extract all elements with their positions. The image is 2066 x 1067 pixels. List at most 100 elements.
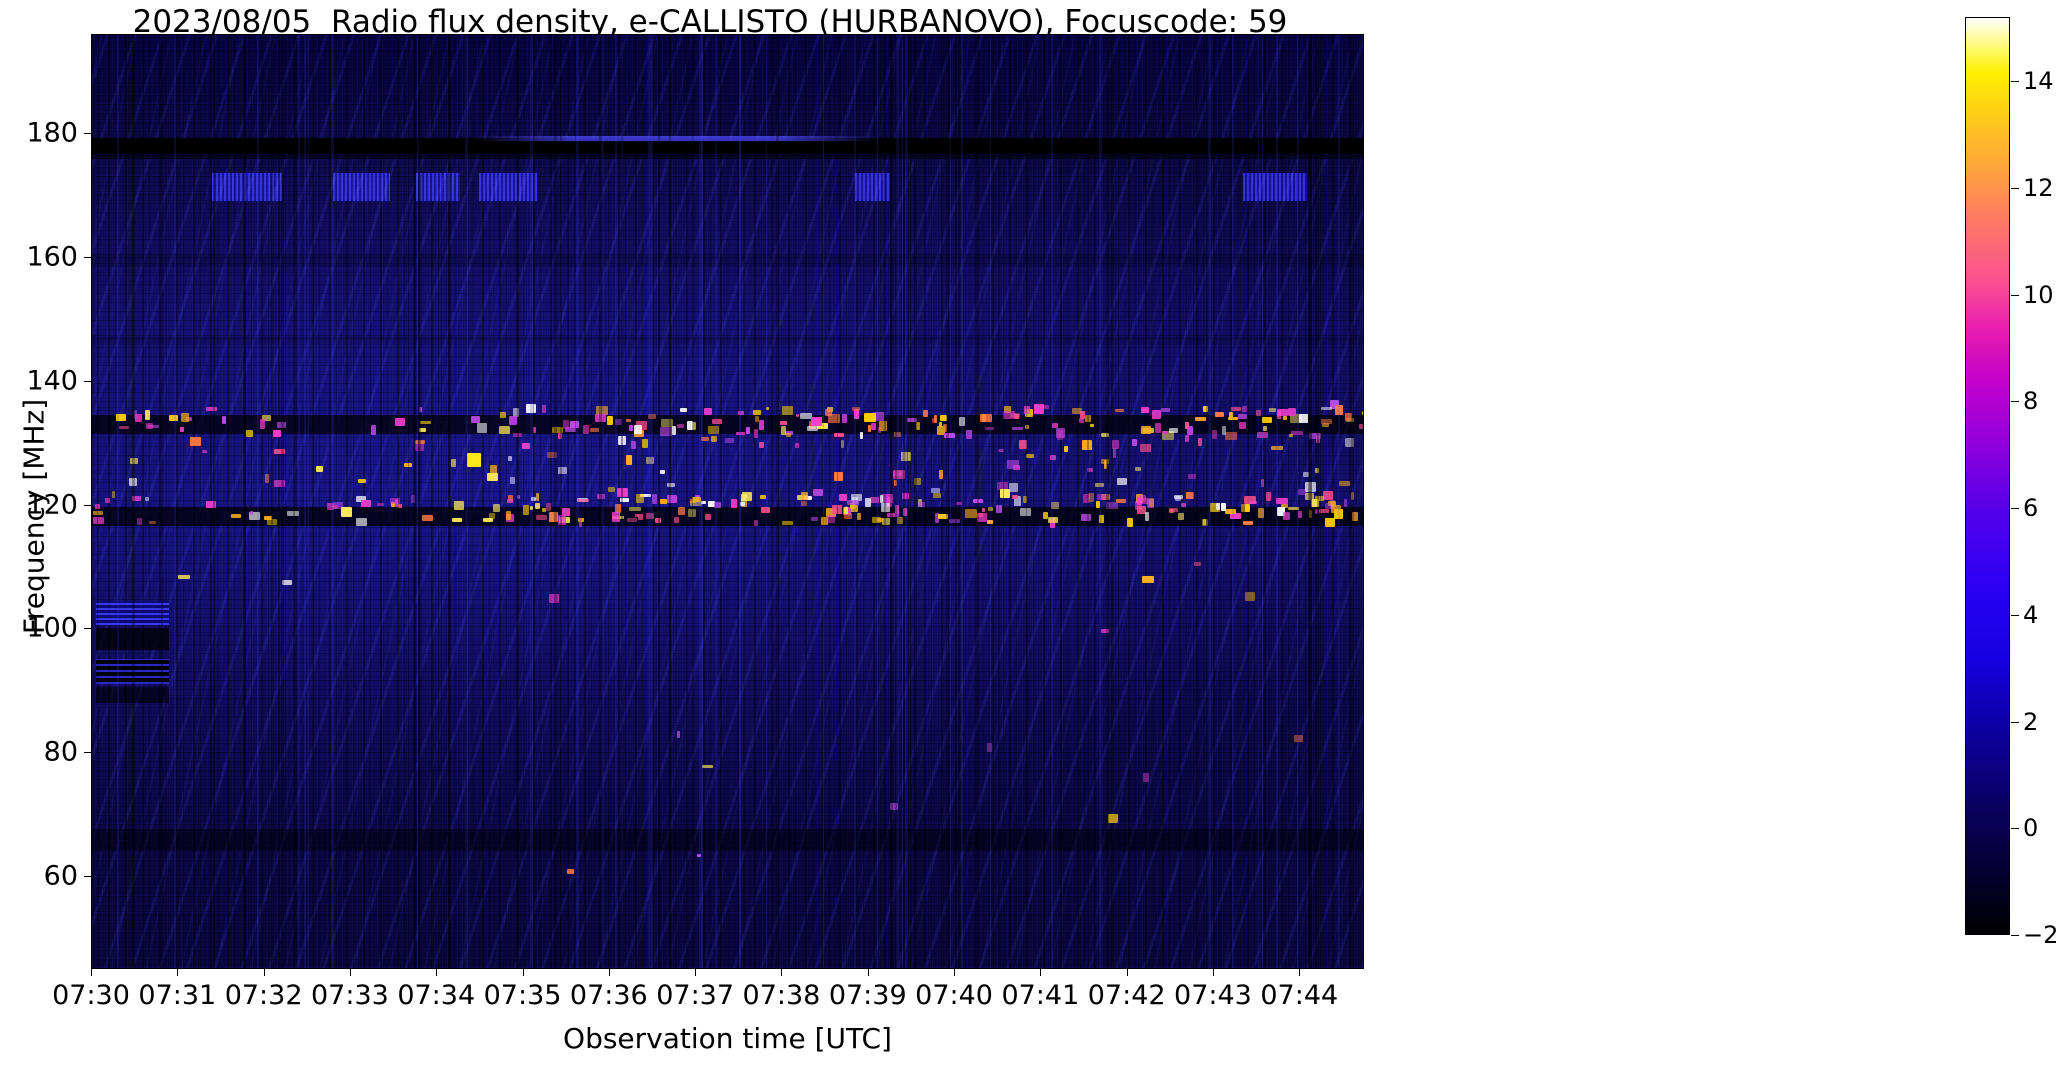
colorbar-tick-mark	[2011, 401, 2019, 403]
bright-spot	[145, 497, 150, 502]
colorbar-tick-mark	[2011, 828, 2019, 830]
bright-spot	[1245, 592, 1256, 601]
y-tick-label-60: 60	[43, 860, 78, 892]
bright-spot	[965, 508, 977, 519]
noise-column	[448, 34, 452, 969]
bright-spot	[1100, 629, 1109, 633]
bright-spot	[230, 514, 242, 519]
bright-spot	[92, 510, 104, 516]
bright-spot	[931, 488, 941, 494]
noise-column	[896, 34, 899, 969]
noise-column	[132, 34, 135, 969]
bright-spot	[1024, 405, 1031, 414]
bright-spot	[1187, 425, 1193, 436]
bright-spot	[1013, 414, 1019, 420]
spectrogram-plot-area[interactable]	[91, 34, 1364, 969]
bright-spot	[1195, 417, 1207, 421]
bright-spot	[759, 441, 764, 449]
bright-spot	[906, 417, 917, 423]
bright-spot	[876, 518, 884, 523]
bright-spot	[619, 497, 630, 503]
bright-spot	[371, 424, 376, 435]
bright-spot	[523, 504, 530, 515]
bright-spot	[849, 502, 857, 509]
bright-spot	[1344, 412, 1353, 422]
bright-spot	[1202, 406, 1209, 412]
noise-column	[1232, 34, 1234, 969]
bright-spot	[1287, 506, 1300, 511]
bright-spot	[1098, 515, 1105, 524]
bright-spot	[937, 513, 949, 519]
bright-spot	[1283, 512, 1290, 520]
bright-spot	[415, 440, 426, 444]
bright-spot	[590, 428, 599, 433]
bright-spot	[1168, 508, 1179, 513]
noise-column	[1050, 34, 1053, 969]
noise-column	[417, 34, 420, 969]
noise-column	[701, 34, 704, 969]
noise-column	[909, 34, 911, 969]
x-tick-mark	[522, 969, 524, 976]
bright-spot	[838, 494, 847, 501]
bright-spot	[595, 414, 607, 423]
bright-spot	[1132, 438, 1138, 447]
bright-spot	[178, 575, 190, 580]
bright-spot	[1314, 467, 1319, 473]
y-tick-mark	[84, 256, 91, 258]
bright-spot	[509, 477, 516, 485]
bright-spot	[680, 408, 687, 412]
bright-spot	[980, 413, 992, 423]
bright-spot	[923, 410, 929, 417]
bright-spot	[1050, 454, 1056, 460]
bright-spot	[1231, 406, 1242, 411]
noise-column	[1319, 34, 1322, 969]
bright-spot	[707, 500, 715, 508]
colorbar[interactable]	[1965, 17, 2010, 935]
bright-spot	[713, 501, 721, 509]
bright-spot	[1339, 481, 1350, 487]
bright-spot	[277, 421, 287, 429]
bright-spot	[563, 420, 570, 429]
noise-column	[668, 34, 671, 969]
bright-spot	[697, 853, 702, 858]
colorbar-tick-label: 10	[2023, 280, 2054, 309]
bright-spot	[1008, 483, 1018, 492]
noise-column	[822, 34, 825, 969]
bright-spot	[958, 416, 965, 427]
bright-spot	[506, 511, 512, 521]
bright-spot	[206, 500, 216, 509]
bright-spot	[1202, 519, 1209, 526]
bright-spot	[780, 421, 788, 425]
x-tick-mark	[349, 969, 351, 976]
bright-spot	[1096, 494, 1108, 500]
bright-spot	[1281, 503, 1288, 509]
bright-spot	[833, 471, 843, 482]
bright-spot	[678, 506, 686, 516]
bright-spot	[1181, 502, 1187, 507]
bright-spot	[263, 515, 272, 520]
bright-spot	[578, 517, 583, 527]
bright-spot	[626, 418, 631, 423]
bright-spot	[521, 442, 531, 450]
bright-spot	[817, 423, 829, 429]
noise-column	[270, 34, 274, 969]
bright-spot	[1050, 501, 1059, 509]
bright-spot	[938, 422, 943, 427]
y-tick-mark	[84, 380, 91, 382]
bright-spot	[804, 496, 813, 500]
noise-column	[1316, 34, 1319, 969]
bright-spot	[530, 497, 537, 502]
bright-spot	[800, 501, 807, 506]
bright-spot	[1087, 492, 1094, 503]
bright-spot	[981, 507, 985, 512]
x-tick-mark	[781, 969, 783, 976]
rfi-block	[332, 173, 391, 202]
bright-spot	[901, 492, 909, 500]
y-tick-label-180: 180	[26, 117, 78, 149]
noise-column	[739, 34, 741, 969]
y-tick-mark	[84, 876, 91, 878]
noise-column	[822, 34, 824, 969]
bright-spot	[483, 518, 493, 522]
bright-spot	[1276, 497, 1289, 504]
x-tick-mark	[263, 969, 265, 976]
